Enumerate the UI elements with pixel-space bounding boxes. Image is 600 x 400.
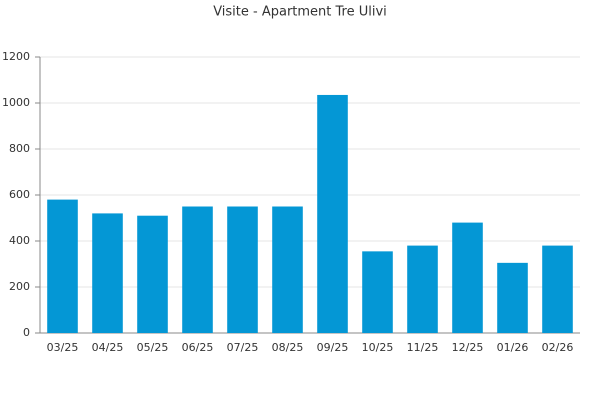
x-tick-label: 08/25: [272, 341, 304, 354]
bar: [137, 215, 168, 333]
x-tick-label: 11/25: [407, 341, 439, 354]
bar: [317, 94, 348, 333]
x-tick-label: 03/25: [47, 341, 79, 354]
bar: [47, 199, 78, 333]
bar: [227, 206, 258, 333]
y-tick-label: 800: [9, 142, 30, 155]
bar: [407, 245, 438, 333]
x-tick-label: 12/25: [452, 341, 484, 354]
bar: [272, 206, 303, 333]
bar: [452, 222, 483, 333]
y-tick-label: 400: [9, 234, 30, 247]
bar: [497, 262, 528, 333]
x-tick-label: 10/25: [362, 341, 394, 354]
x-tick-label: 02/26: [542, 341, 574, 354]
y-tick-label: 200: [9, 280, 30, 293]
x-tick-label: 01/26: [497, 341, 529, 354]
bar: [92, 213, 123, 333]
y-tick-label: 1000: [2, 96, 30, 109]
x-tick-label: 05/25: [137, 341, 169, 354]
x-tick-label: 04/25: [92, 341, 124, 354]
y-tick-label: 600: [9, 188, 30, 201]
x-tick-label: 07/25: [227, 341, 259, 354]
bar: [542, 245, 573, 333]
x-tick-label: 06/25: [182, 341, 214, 354]
y-tick-label: 1200: [2, 50, 30, 63]
x-tick-label: 09/25: [317, 341, 349, 354]
bar: [362, 251, 393, 333]
y-tick-label: 0: [23, 326, 30, 339]
chart-title: Visite - Apartment Tre Ulivi: [213, 5, 387, 20]
bar: [182, 206, 213, 333]
